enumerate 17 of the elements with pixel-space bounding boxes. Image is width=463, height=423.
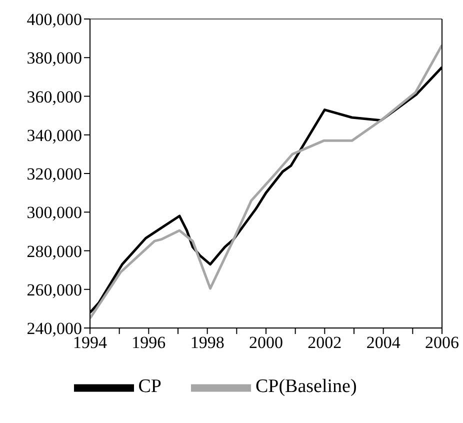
y-tick-label: 400,000 — [26, 10, 82, 30]
x-tick-label: 2000 — [249, 333, 283, 352]
legend-label: CP — [138, 376, 162, 398]
x-tick-label: 1998 — [190, 333, 224, 352]
y-tick-label: 380,000 — [26, 48, 82, 68]
y-tick-label: 280,000 — [26, 242, 82, 261]
y-tick-label: 340,000 — [26, 126, 82, 145]
x-tick-label: 2006 — [425, 333, 459, 352]
x-tick-label: 1996 — [132, 333, 166, 352]
x-tick-label: 2004 — [366, 333, 401, 352]
y-tick-label: 300,000 — [26, 203, 82, 222]
y-tick-label: 260,000 — [26, 280, 82, 300]
legend-label: CP(Baseline) — [255, 376, 357, 398]
y-tick-label: 360,000 — [26, 87, 82, 106]
x-tick-label: 2002 — [308, 333, 342, 352]
y-tick-label: 320,000 — [26, 164, 82, 184]
x-tick-label: 1994 — [73, 333, 108, 352]
